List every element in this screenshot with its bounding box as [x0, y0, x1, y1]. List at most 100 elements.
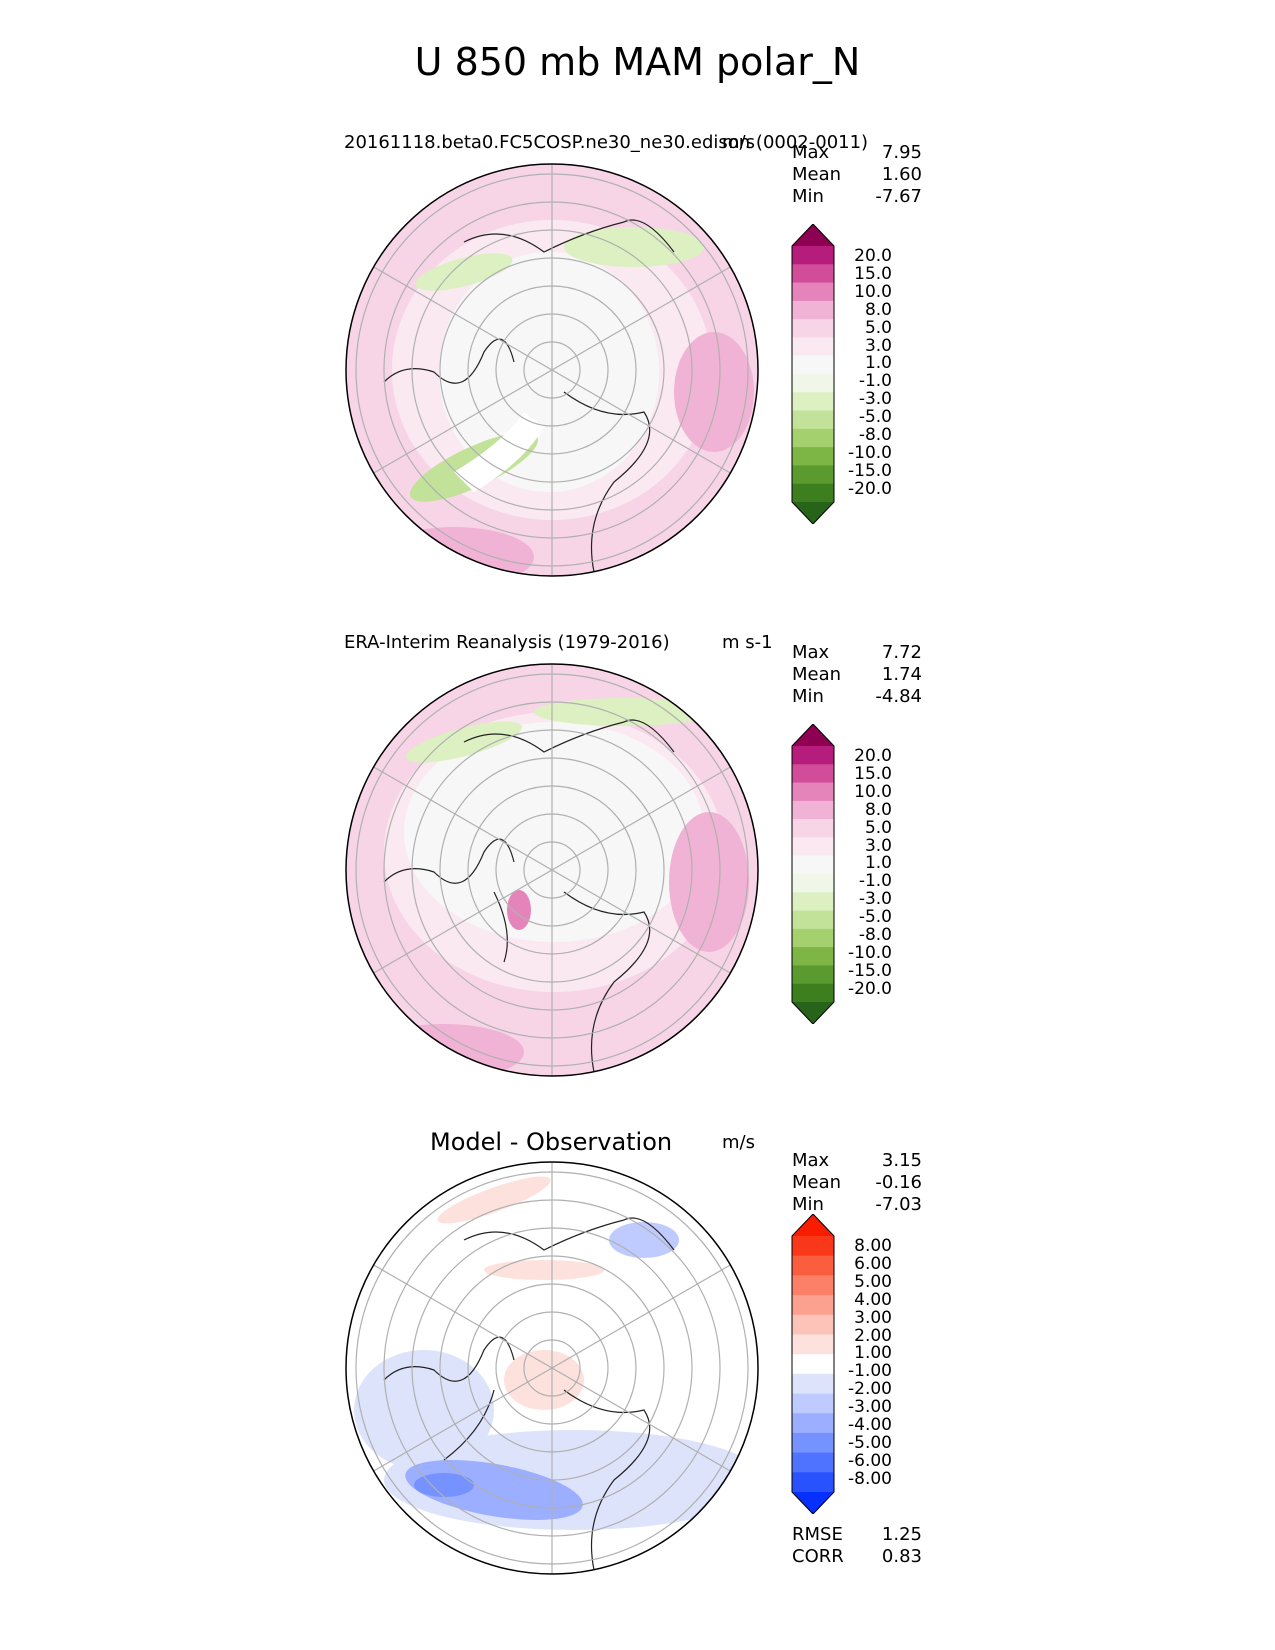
map-field-min	[414, 1473, 474, 1497]
mean-value: 1.60	[881, 164, 922, 185]
colorbar-tick-label: 3.00	[854, 1307, 892, 1328]
colorbar-tick-label: 1.0	[864, 853, 892, 874]
colorbar-segment	[792, 1413, 834, 1434]
colorbar-tick-label: -6.00	[848, 1450, 892, 1471]
colorbar-tick-label: 3.0	[864, 835, 892, 856]
colorbar-tick-label: 20.0	[854, 746, 892, 766]
colorbar-segment	[792, 746, 834, 765]
colorbar-tick-label: 5.0	[864, 317, 892, 338]
min-label: Min	[792, 1194, 824, 1215]
colorbar-tick-label: 10.0	[854, 781, 892, 802]
colorbar-segment	[792, 1393, 834, 1414]
max-value: 3.15	[881, 1150, 922, 1171]
colorbar-segment	[792, 1472, 834, 1493]
max-label: Max	[792, 142, 830, 163]
colorbar-tick-label: -5.0	[858, 407, 892, 428]
colorbar-segment	[792, 246, 834, 265]
colorbar-segment	[792, 300, 834, 320]
colorbar-tick-label: -3.0	[858, 889, 892, 910]
corr-value: 0.83	[881, 1546, 922, 1567]
colorbar-segment	[792, 947, 834, 966]
map-field-pos3	[484, 1260, 604, 1280]
metrics-box: RMSE 1.25 CORR 0.83	[792, 1524, 922, 1568]
map-field-greenland-max	[507, 890, 531, 930]
colorbar-tick-labels: 20.0 15.0 10.0 8.0 5.0 3.0 1.0 -1.0 -3.0 -5.0 -8.0…	[836, 746, 892, 999]
colorbar-tick-label: -1.0	[858, 871, 892, 892]
colorbar-segment	[792, 983, 834, 1003]
colorbar-segment	[792, 392, 834, 412]
colorbar-segment	[792, 855, 834, 875]
colorbar-tick-label: 2.00	[854, 1325, 892, 1346]
colorbar-tick-label: -5.0	[858, 907, 892, 928]
figure-title: U 850 mb MAM polar_N	[414, 40, 861, 84]
colorbar-segment	[792, 1295, 834, 1316]
colorbar-tick-label: -20.0	[848, 478, 892, 499]
colorbar-tick-label: 8.00	[854, 1236, 892, 1256]
colorbar-segment	[792, 1492, 834, 1514]
max-value: 7.72	[881, 642, 922, 663]
colorbar-tick-labels: 20.0 15.0 10.0 8.0 5.0 3.0 1.0 -1.0 -3.0 -5.0 -8.0…	[836, 247, 892, 499]
stats-box: Max 7.72 Mean 1.74 Min -4.84	[792, 642, 922, 708]
colorbar-segment	[792, 764, 834, 784]
mean-value: -0.16	[875, 1172, 922, 1193]
colorbar-tick-label: -3.0	[858, 389, 892, 410]
colorbar-segment	[792, 1373, 834, 1395]
colorbar-tick-label: 8.0	[864, 299, 892, 320]
panel-units: m/s	[722, 1132, 755, 1153]
polar-map	[345, 163, 759, 577]
colorbar-segment	[792, 374, 834, 393]
colorbar-tick-labels: 8.00 6.00 5.00 4.00 3.00 2.00 1.00 -1.00 -2.00 -3…	[836, 1236, 892, 1489]
max-label: Max	[792, 1150, 830, 1171]
colorbar-tick-label: -3.00	[848, 1397, 892, 1418]
colorbar-segment	[792, 410, 834, 430]
map-boundary	[345, 663, 759, 1077]
colorbar-tick-label: -2.00	[848, 1379, 892, 1400]
colorbar-tick-label: -4.00	[848, 1415, 892, 1436]
colorbar-segment	[792, 224, 834, 246]
panel-title: 20161118.beta0.FC5COSP.ne30_ne30.edison …	[344, 132, 869, 153]
meridian	[371, 1263, 733, 1473]
colorbar-segment	[792, 1452, 834, 1473]
min-value: -4.84	[875, 686, 922, 707]
colorbar-tick-label: -1.00	[848, 1361, 892, 1382]
mean-value: 1.74	[881, 664, 922, 685]
colorbar-segment	[792, 1275, 834, 1296]
max-value: 7.95	[881, 142, 922, 163]
map-field-max	[669, 812, 749, 952]
colorbar-segment	[792, 724, 834, 746]
colorbar-tick-label: -1.0	[858, 371, 892, 392]
colorbar-segment	[792, 910, 834, 930]
colorbar	[791, 724, 835, 1024]
colorbar-segment	[792, 1255, 834, 1276]
colorbar-segment	[792, 355, 834, 375]
panel-title: ERA-Interim Reanalysis (1979-2016)	[344, 632, 670, 653]
colorbar-segment	[792, 1334, 834, 1355]
polar-map	[345, 1161, 759, 1575]
colorbar-tick-label: 10.0	[854, 281, 892, 302]
colorbar-segment	[792, 502, 834, 524]
colorbar-tick-label: 8.0	[864, 799, 892, 820]
colorbar-segment	[792, 1002, 834, 1024]
colorbar-outline	[791, 1214, 835, 1514]
colorbar-segment	[792, 819, 834, 838]
colorbar-segment	[792, 965, 834, 985]
colorbar-tick-label: -20.0	[848, 978, 892, 999]
map-field-center	[404, 722, 704, 942]
colorbar-segment	[792, 874, 834, 893]
colorbar-tick-label: -15.0	[848, 460, 892, 481]
panel-model: 20161118.beta0.FC5COSP.ne30_ne30.edison …	[0, 132, 1275, 602]
colorbar-segment	[792, 1432, 834, 1454]
colorbar-segment	[792, 1214, 834, 1236]
colorbar-tick-label: 15.0	[854, 263, 892, 284]
panel-title: Model - Observation	[430, 1128, 673, 1156]
rmse-value: 1.25	[881, 1524, 922, 1545]
stats-box: Max 7.95 Mean 1.60 Min -7.67	[792, 142, 922, 208]
coastlines	[383, 719, 675, 1073]
mean-label: Mean	[792, 664, 842, 685]
colorbar-segment	[792, 837, 834, 857]
panel-units: m/s	[722, 132, 755, 153]
colorbar-segment	[792, 782, 834, 802]
colorbar-outline	[791, 724, 835, 1024]
map-boundary	[345, 1161, 759, 1575]
map-boundary	[345, 163, 759, 577]
